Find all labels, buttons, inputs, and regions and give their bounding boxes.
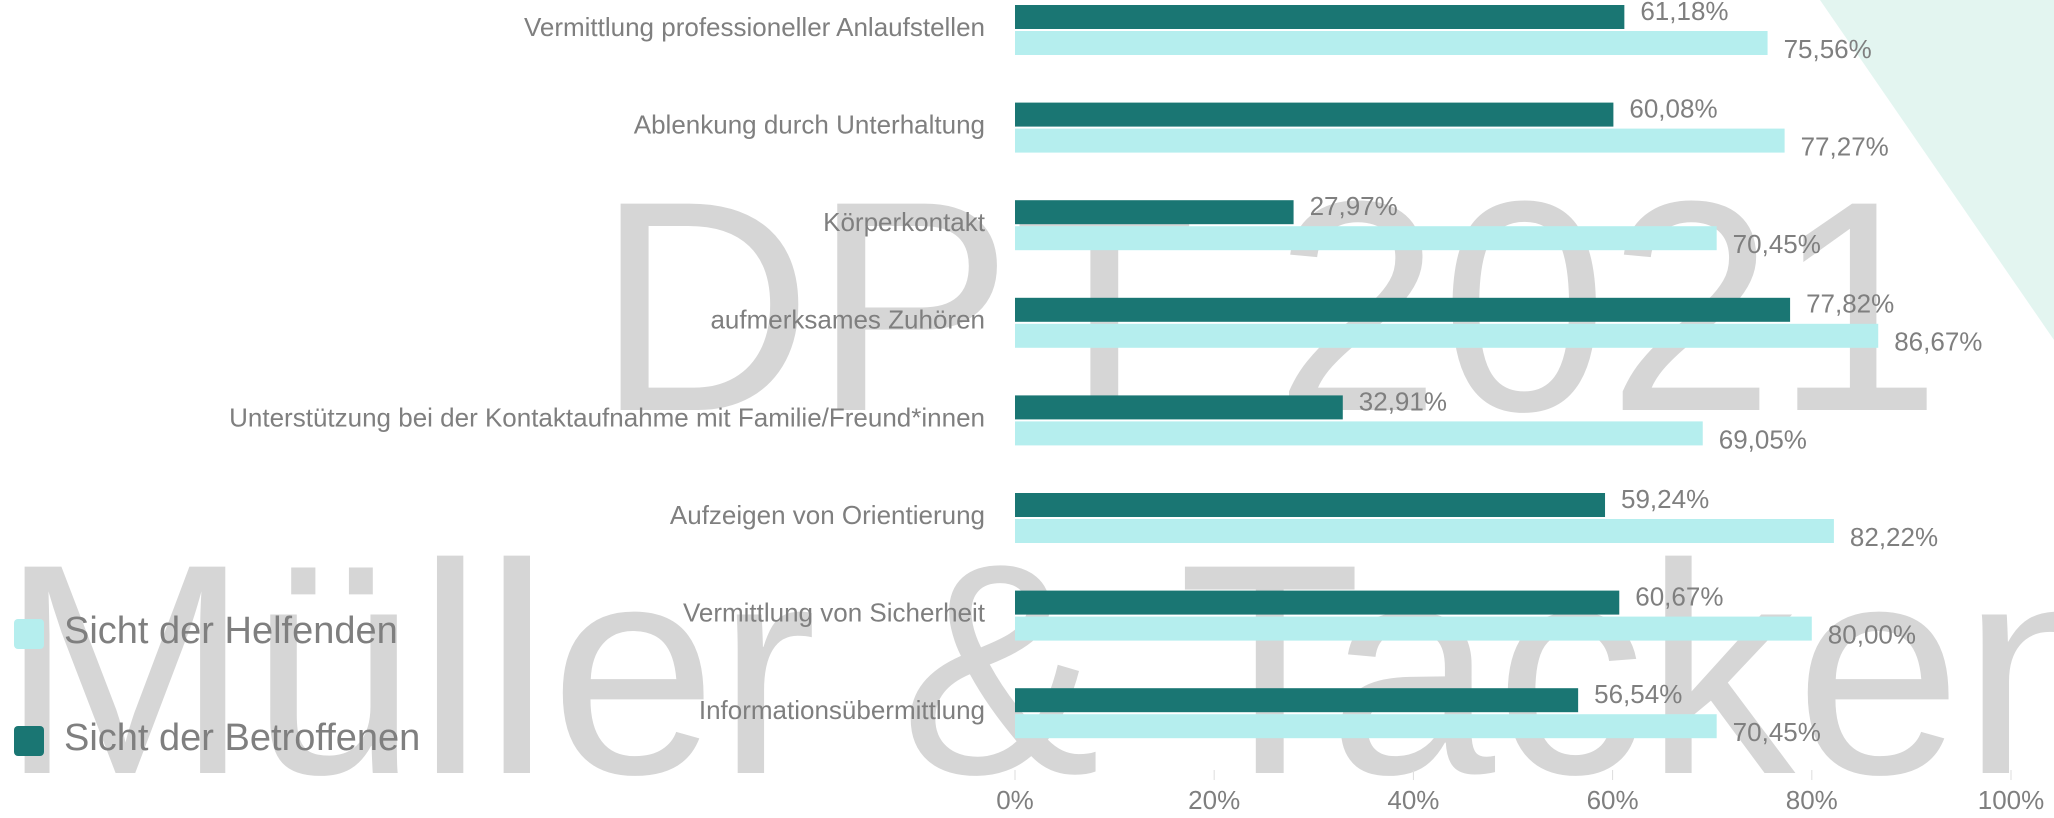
x-tick-label: 60%: [1587, 785, 1639, 815]
bar: [1015, 226, 1717, 251]
bar: [1015, 493, 1606, 517]
legend-swatch: [14, 726, 44, 756]
category-label: Vermittlung professioneller Anlaufstelle…: [524, 12, 985, 42]
bar: [1015, 616, 1812, 641]
value-label: 60,08%: [1629, 93, 1717, 123]
decoration: [1820, 0, 2054, 340]
bar: [1015, 395, 1343, 420]
legend-label: Sicht der Betroffenen: [64, 717, 420, 759]
x-tick-label: 100%: [1978, 785, 2045, 815]
category-label: Aufzeigen von Orientierung: [670, 500, 985, 530]
bar: [1015, 421, 1703, 446]
legend-label: Sicht der Helfenden: [64, 610, 398, 652]
watermark: Müller & Tackenberg: [0, 501, 2054, 818]
bar: [1015, 31, 1768, 55]
value-label: 60,67%: [1635, 581, 1723, 611]
x-tick-label: 80%: [1786, 785, 1838, 815]
value-label: 86,67%: [1894, 327, 1982, 357]
x-tick-label: 20%: [1188, 785, 1240, 815]
bar: [1015, 519, 1834, 543]
value-label: 77,27%: [1801, 131, 1889, 161]
bar: [1015, 102, 1614, 127]
bar: [1015, 688, 1579, 713]
bar: [1015, 590, 1620, 615]
bar: [1015, 297, 1791, 322]
category-label: Unterstützung bei der Kontaktaufnahme mi…: [229, 402, 985, 432]
value-label: 56,54%: [1594, 679, 1682, 709]
bar: [1015, 714, 1717, 739]
bar: [1015, 200, 1294, 225]
category-label: aufmerksames Zuhören: [710, 305, 985, 335]
value-label: 70,45%: [1733, 717, 1821, 747]
value-label: 27,97%: [1310, 191, 1398, 221]
value-label: 59,24%: [1621, 484, 1709, 514]
x-tick-label: 40%: [1387, 785, 1439, 815]
value-label: 61,18%: [1640, 0, 1728, 26]
value-label: 82,22%: [1850, 522, 1938, 552]
bar: [1015, 128, 1785, 153]
legend-swatch: [14, 619, 44, 649]
value-label: 69,05%: [1719, 424, 1807, 454]
category-label: Informationsübermittlung: [699, 695, 985, 725]
value-label: 32,91%: [1359, 386, 1447, 416]
category-label: Ablenkung durch Unterhaltung: [634, 109, 985, 139]
value-label: 77,82%: [1806, 289, 1894, 319]
bar: [1015, 323, 1879, 348]
x-tick-label: 0%: [996, 785, 1034, 815]
category-label: Körperkontakt: [823, 207, 986, 237]
value-label: 80,00%: [1828, 619, 1916, 649]
bar: [1015, 5, 1625, 29]
value-label: 75,56%: [1784, 34, 1872, 64]
value-label: 70,45%: [1733, 229, 1821, 259]
category-label: Vermittlung von Sicherheit: [683, 597, 986, 627]
